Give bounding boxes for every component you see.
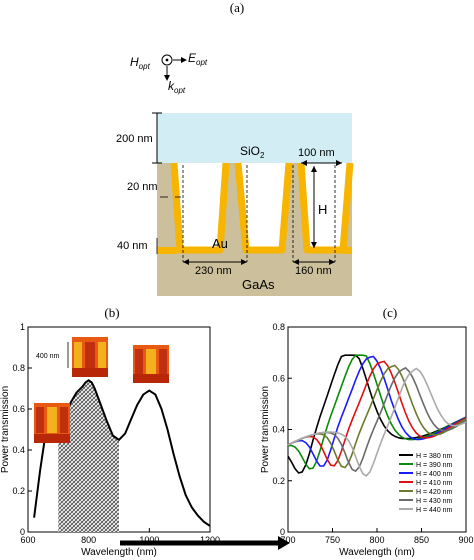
- y-tick-label: 0.4: [12, 445, 25, 455]
- panel-label-a: (a): [230, 0, 244, 15]
- x-tick-label: 1000: [139, 535, 159, 545]
- dim-160nm: 160 nm: [295, 265, 332, 277]
- gold-film-3: [297, 162, 354, 254]
- inset-map-1: [34, 403, 70, 443]
- x-axis-label: Wavelength (nm): [339, 547, 415, 558]
- panel-link-arrowhead-icon: [278, 536, 290, 550]
- legend-entry: H = 420 nm: [416, 489, 453, 496]
- y-tick-label: 0.4: [272, 425, 285, 435]
- legend-entry: H = 410 nm: [416, 480, 453, 487]
- legend-entry: H = 380 nm: [416, 453, 453, 460]
- panel-label-b: (b): [104, 305, 119, 320]
- h-field-dot-icon: [161, 54, 173, 66]
- y-tick-label: 0.2: [272, 476, 285, 486]
- x-tick-label: 600: [20, 535, 35, 545]
- x-tick-label: 800: [369, 535, 384, 545]
- series-line: [287, 354, 467, 470]
- field-orientation-symbol: Hopt Eopt kopt: [130, 51, 208, 95]
- panel-label-c: (c): [383, 305, 397, 320]
- x-tick-label: 1200: [200, 535, 220, 545]
- series-line: [287, 355, 467, 467]
- y-axis-label: Power transmission: [0, 386, 11, 473]
- y-tick-label: 0.8: [272, 322, 285, 332]
- inset-map-2: [72, 337, 108, 377]
- dim-20nm: 20 nm: [127, 181, 158, 193]
- inset-scale-label: 400 nm: [36, 353, 60, 360]
- gaas-label: GaAs: [242, 277, 275, 292]
- sio2-layer: [157, 113, 352, 163]
- gold-film-right-edge: [343, 247, 352, 254]
- y-tick-label: 1: [20, 322, 25, 332]
- y-tick-label: 0: [20, 527, 25, 537]
- inset-structure-maps: 400 nm: [34, 337, 169, 443]
- inset-map-3: [133, 345, 169, 383]
- x-tick-label: 750: [325, 535, 340, 545]
- series-line: [287, 367, 467, 477]
- dim-40nm: 40 nm: [117, 240, 148, 252]
- gold-film-2: [234, 162, 293, 254]
- height-label-h: H: [318, 202, 327, 217]
- hatched-band: [58, 380, 119, 532]
- y-tick-label: 0.8: [12, 363, 25, 373]
- schematic-panel-a: Hopt Eopt kopt 200 nm 20 nm 40 nm Si: [116, 51, 354, 296]
- sio2-label: SiO2: [240, 144, 265, 160]
- y-axis-label: Power transmission: [260, 386, 271, 473]
- k-opt-label: kopt: [168, 79, 186, 95]
- transmission-chart-b: 600 800 1000 1200 0 0.2 0.4 0.6 0.8 1 Wavelength (…: [0, 322, 220, 558]
- legend-entry: H = 390 nm: [416, 462, 453, 469]
- legend-entry: H = 440 nm: [416, 507, 453, 514]
- dim-230nm: 230 nm: [195, 265, 232, 277]
- y-tick-label: 0.6: [12, 404, 25, 414]
- gold-film: [170, 162, 230, 254]
- legend-entry: H = 430 nm: [416, 498, 453, 505]
- h-opt-label: Hopt: [130, 55, 151, 71]
- au-label: Au: [212, 236, 228, 251]
- e-opt-label: Eopt: [188, 51, 208, 67]
- y-tick-label: 0: [280, 527, 285, 537]
- transmission-chart-c: 700 750 800 850 900 0 0.2 0.4 0.6 0.8 Wavelength (…: [260, 322, 474, 558]
- x-tick-label: 700: [280, 535, 295, 545]
- x-tick-label: 850: [414, 535, 429, 545]
- dim-100nm: 100 nm: [298, 147, 335, 159]
- x-tick-label: 800: [81, 535, 96, 545]
- x-tick-label: 900: [458, 535, 473, 545]
- gold-film-left-edge: [157, 247, 177, 254]
- legend-entry: H = 400 nm: [416, 471, 453, 478]
- y-tick-label: 0.2: [12, 486, 25, 496]
- x-axis-label: Wavelength (nm): [81, 547, 157, 558]
- y-tick-label: 0.6: [272, 373, 285, 383]
- dim-200nm: 200 nm: [116, 133, 153, 145]
